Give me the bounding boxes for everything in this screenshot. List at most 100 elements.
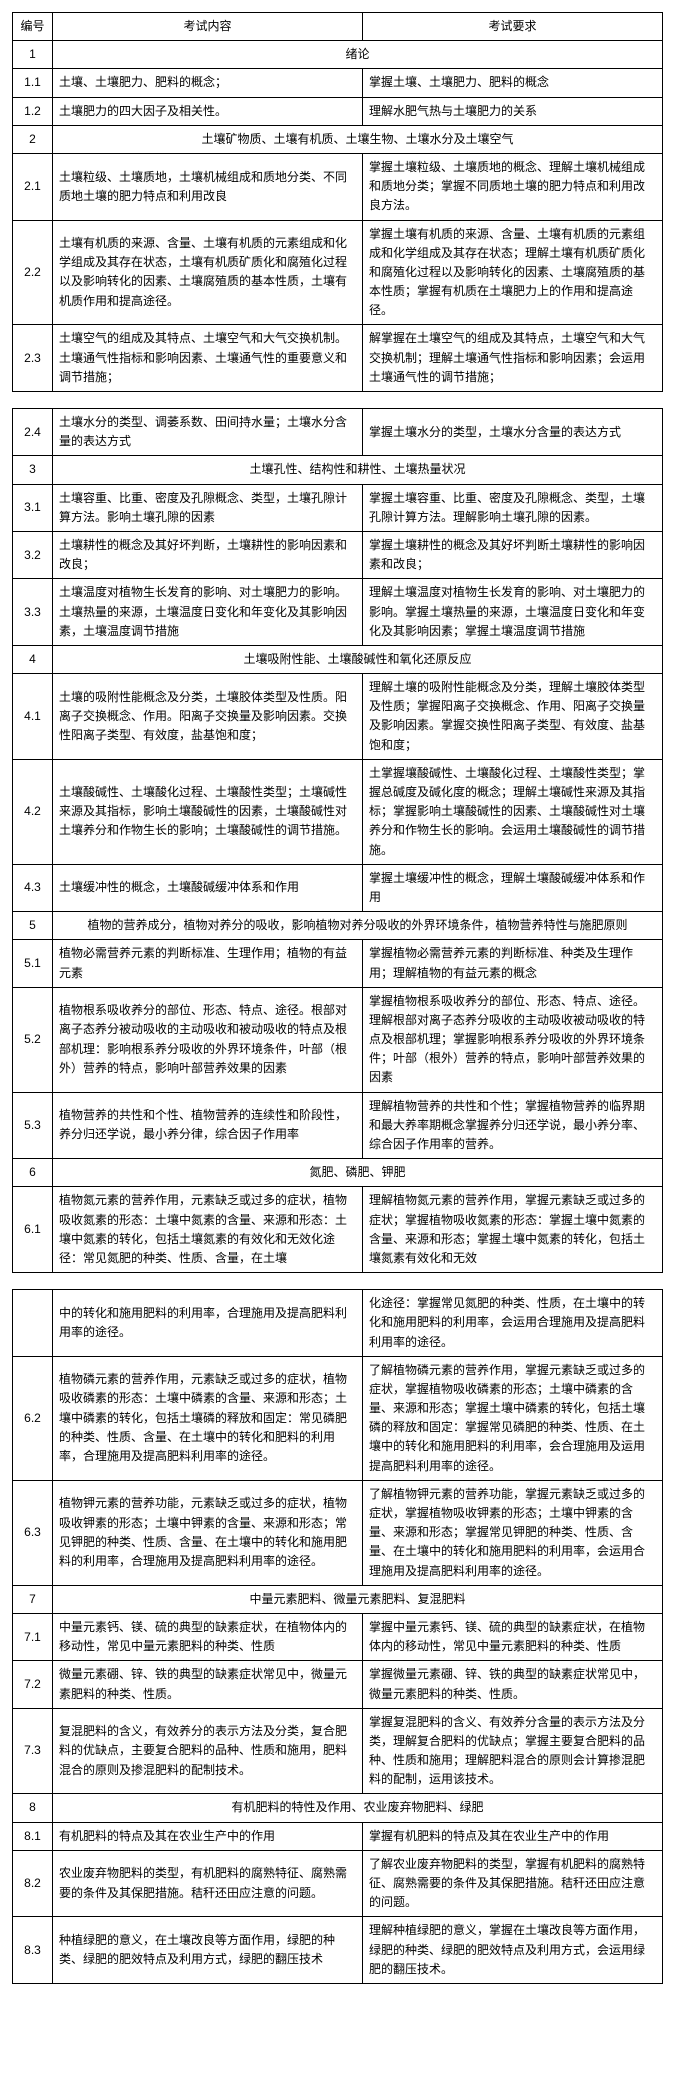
table-row: 1绪论 — [13, 41, 663, 69]
table-row: 4.1土壤的吸附性能概念及分类，土壤胶体类型及性质。阳离子交换概念、作用。阳离子… — [13, 674, 663, 760]
table-row: 1.2土壤肥力的四大因子及相关性。理解水肥气热与土壤肥力的关系 — [13, 97, 663, 125]
cell-content: 土壤水分的类型、调萎系数、田间持水量；土壤水分含量的表达方式 — [53, 409, 363, 456]
cell-no: 3 — [13, 456, 53, 484]
cell-section: 氮肥、磷肥、钾肥 — [53, 1159, 663, 1187]
cell-content: 植物磷元素的营养作用，元素缺乏或过多的症状，植物吸收磷素的形态：土壤中磷素的含量… — [53, 1356, 363, 1480]
cell-req: 掌握土壤耕性的概念及其好坏判断土壤耕性的影响因素和改良； — [363, 531, 663, 578]
cell-content: 微量元素硼、锌、铁的典型的缺素症状常见中，微量元素肥料的种类、性质。 — [53, 1661, 363, 1708]
cell-no: 1 — [13, 41, 53, 69]
table-row: 6.1植物氮元素的营养作用，元素缺乏或过多的症状，植物吸收氮素的形态：土壤中氮素… — [13, 1187, 663, 1273]
cell-no: 2.3 — [13, 325, 53, 392]
cell-content: 植物钾元素的营养功能，元素缺乏或过多的症状，植物吸收钾素的形态；土壤中钾素的含量… — [53, 1480, 363, 1585]
cell-section: 中量元素肥料、微量元素肥料、复混肥料 — [53, 1585, 663, 1613]
cell-no: 6.1 — [13, 1187, 53, 1273]
cell-no: 8.2 — [13, 1850, 53, 1917]
cell-req: 了解植物钾元素的营养功能，掌握元素缺乏或过多的症状，掌握植物吸收钾素的形态；土壤… — [363, 1480, 663, 1585]
table-row: 5植物的营养成分，植物对养分的吸收，影响植物对养分吸收的外界环境条件，植物营养特… — [13, 912, 663, 940]
cell-content: 土壤耕性的概念及其好坏判断，土壤耕性的影响因素和改良； — [53, 531, 363, 578]
table-row: 2.4土壤水分的类型、调萎系数、田间持水量；土壤水分含量的表达方式掌握土壤水分的… — [13, 409, 663, 456]
cell-no: 2.4 — [13, 409, 53, 456]
cell-req: 掌握土壤容重、比重、密度及孔隙概念、类型，土壤孔隙计算方法。理解影响土壤孔隙的因… — [363, 484, 663, 531]
table-row: 4土壤吸附性能、土壤酸碱性和氧化还原反应 — [13, 645, 663, 673]
cell-content: 植物必需营养元素的判断标准、生理作用；植物的有益元素 — [53, 940, 363, 987]
cell-req: 掌握植物根系吸收养分的部位、形态、特点、途径。理解根部对离子态养分吸收的主动吸收… — [363, 987, 663, 1092]
cell-no: 7.1 — [13, 1613, 53, 1660]
table-row: 5.2植物根系吸收养分的部位、形态、特点、途径。根部对离子态养分被动吸收的主动吸… — [13, 987, 663, 1092]
cell-req: 理解土壤的吸附性能概念及分类，理解土壤胶体类型及性质；掌握阳离子交换概念、作用、… — [363, 674, 663, 760]
cell-content: 土壤空气的组成及其特点、土壤空气和大气交换机制。土壤通气性指标和影响因素、土壤通… — [53, 325, 363, 392]
table-row: 2.1土壤粒级、土壤质地，土壤机械组成和质地分类、不同质地土壤的肥力特点和利用改… — [13, 153, 663, 220]
table-row: 4.2土壤酸碱性、土壤酸化过程、土壤酸性类型；土壤碱性来源及其指标，影响土壤酸碱… — [13, 759, 663, 864]
table-row: 2.3土壤空气的组成及其特点、土壤空气和大气交换机制。土壤通气性指标和影响因素、… — [13, 325, 663, 392]
table-row: 6.3植物钾元素的营养功能，元素缺乏或过多的症状，植物吸收钾素的形态；土壤中钾素… — [13, 1480, 663, 1585]
cell-no: 6 — [13, 1159, 53, 1187]
cell-content: 种植绿肥的意义，在土壤改良等方面作用，绿肥的种类、绿肥的肥效特点及利用方式，绿肥… — [53, 1917, 363, 1984]
cell-no: 6.2 — [13, 1356, 53, 1480]
syllabus-table-1: 编号 考试内容 考试要求 1绪论1.1土壤、土壤肥力、肥料的概念；掌握土壤、土壤… — [12, 12, 663, 392]
cell-req: 掌握土壤水分的类型，土壤水分含量的表达方式 — [363, 409, 663, 456]
cell-req: 了解植物磷元素的营养作用，掌握元素缺乏或过多的症状，掌握植物吸收磷素的形态；土壤… — [363, 1356, 663, 1480]
cell-req: 理解土壤温度对植物生长发育的影响、对土壤肥力的影响。掌握土壤热量的来源，土壤温度… — [363, 579, 663, 646]
cell-no: 3.3 — [13, 579, 53, 646]
cell-section: 土壤矿物质、土壤有机质、土壤生物、土壤水分及土壤空气 — [53, 125, 663, 153]
cell-no: 8.3 — [13, 1917, 53, 1984]
table-row: 4.3土壤缓冲性的概念，土壤酸碱缓冲体系和作用掌握土壤缓冲性的概念，理解土壤酸碱… — [13, 864, 663, 911]
hdr-content: 考试内容 — [53, 13, 363, 41]
cell-req: 理解种植绿肥的意义，掌握在土壤改良等方面作用，绿肥的种类、绿肥的肥效特点及利用方… — [363, 1917, 663, 1984]
cell-no: 6.3 — [13, 1480, 53, 1585]
hdr-req: 考试要求 — [363, 13, 663, 41]
cell-no: 7.2 — [13, 1661, 53, 1708]
cell-content: 植物营养的共性和个性、植物营养的连续性和阶段性，养分归还学说，最小养分律，综合因… — [53, 1092, 363, 1159]
table-row: 2土壤矿物质、土壤有机质、土壤生物、土壤水分及土壤空气 — [13, 125, 663, 153]
syllabus-table-2: 2.4土壤水分的类型、调萎系数、田间持水量；土壤水分含量的表达方式掌握土壤水分的… — [12, 408, 663, 1273]
cell-no — [13, 1290, 53, 1357]
cell-no: 3.1 — [13, 484, 53, 531]
cell-no: 7 — [13, 1585, 53, 1613]
table-row: 1.1土壤、土壤肥力、肥料的概念；掌握土壤、土壤肥力、肥料的概念 — [13, 69, 663, 97]
table-row: 7.2微量元素硼、锌、铁的典型的缺素症状常见中，微量元素肥料的种类、性质。掌握微… — [13, 1661, 663, 1708]
table-row: 7.1中量元素钙、镁、硫的典型的缺素症状，在植物体内的移动性，常见中量元素肥料的… — [13, 1613, 663, 1660]
table-row: 7.3复混肥料的含义，有效养分的表示方法及分类，复合肥料的优缺点，主要复合肥料的… — [13, 1708, 663, 1794]
cell-content: 复混肥料的含义，有效养分的表示方法及分类，复合肥料的优缺点，主要复合肥料的品种、… — [53, 1708, 363, 1794]
cell-req: 掌握有机肥料的特点及其在农业生产中的作用 — [363, 1822, 663, 1850]
table-row: 3.1土壤容重、比重、密度及孔隙概念、类型，土壤孔隙计算方法。影响土壤孔隙的因素… — [13, 484, 663, 531]
table-row: 3.2土壤耕性的概念及其好坏判断，土壤耕性的影响因素和改良；掌握土壤耕性的概念及… — [13, 531, 663, 578]
cell-req: 理解植物氮元素的营养作用，掌握元素缺乏或过多的症状；掌握植物吸收氮素的形态：掌握… — [363, 1187, 663, 1273]
cell-content: 土壤有机质的来源、含量、土壤有机质的元素组成和化学组成及其存在状态，土壤有机质矿… — [53, 220, 363, 325]
cell-content: 土壤的吸附性能概念及分类，土壤胶体类型及性质。阳离子交换概念、作用。阳离子交换量… — [53, 674, 363, 760]
cell-req: 掌握中量元素钙、镁、硫的典型的缺素症状，在植物体内的移动性，常见中量元素肥料的种… — [363, 1613, 663, 1660]
cell-no: 3.2 — [13, 531, 53, 578]
cell-content: 土壤肥力的四大因子及相关性。 — [53, 97, 363, 125]
cell-content: 中量元素钙、镁、硫的典型的缺素症状，在植物体内的移动性，常见中量元素肥料的种类、… — [53, 1613, 363, 1660]
cell-no: 7.3 — [13, 1708, 53, 1794]
cell-no: 2 — [13, 125, 53, 153]
cell-req: 掌握土壤缓冲性的概念，理解土壤酸碱缓冲体系和作用 — [363, 864, 663, 911]
table-row: 6.2植物磷元素的营养作用，元素缺乏或过多的症状，植物吸收磷素的形态：土壤中磷素… — [13, 1356, 663, 1480]
cell-req: 理解植物营养的共性和个性；掌握植物营养的临界期和最大养率期概念掌握养分归还学说，… — [363, 1092, 663, 1159]
cell-no: 5.1 — [13, 940, 53, 987]
cell-no: 5.2 — [13, 987, 53, 1092]
table-row: 5.3植物营养的共性和个性、植物营养的连续性和阶段性，养分归还学说，最小养分律，… — [13, 1092, 663, 1159]
table-row: 中的转化和施用肥料的利用率，合理施用及提高肥料利用率的途径。化途径：掌握常见氮肥… — [13, 1290, 663, 1357]
table-row: 8.3种植绿肥的意义，在土壤改良等方面作用，绿肥的种类、绿肥的肥效特点及利用方式… — [13, 1917, 663, 1984]
cell-req: 化途径：掌握常见氮肥的种类、性质，在土壤中的转化和施用肥料的利用率，会运用合理施… — [363, 1290, 663, 1357]
cell-no: 2.1 — [13, 153, 53, 220]
cell-content: 农业废弃物肥料的类型，有机肥料的腐熟特征、腐熟需要的条件及其保肥措施。秸秆还田应… — [53, 1850, 363, 1917]
cell-req: 解掌握在土壤空气的组成及其特点，土壤空气和大气交换机制；理解土壤通气性指标和影响… — [363, 325, 663, 392]
cell-content: 有机肥料的特点及其在农业生产中的作用 — [53, 1822, 363, 1850]
cell-no: 2.2 — [13, 220, 53, 325]
table-row: 8.1有机肥料的特点及其在农业生产中的作用掌握有机肥料的特点及其在农业生产中的作… — [13, 1822, 663, 1850]
cell-section: 土壤吸附性能、土壤酸碱性和氧化还原反应 — [53, 645, 663, 673]
cell-section: 绪论 — [53, 41, 663, 69]
cell-no: 1.1 — [13, 69, 53, 97]
cell-no: 4.2 — [13, 759, 53, 864]
table-row: 2.2土壤有机质的来源、含量、土壤有机质的元素组成和化学组成及其存在状态，土壤有… — [13, 220, 663, 325]
cell-req: 了解农业废弃物肥料的类型，掌握有机肥料的腐熟特征、腐熟需要的条件及其保肥措施。秸… — [363, 1850, 663, 1917]
cell-section: 有机肥料的特性及作用、农业废弃物肥料、绿肥 — [53, 1794, 663, 1822]
cell-req: 掌握植物必需营养元素的判断标准、种类及生理作用；理解植物的有益元素的概念 — [363, 940, 663, 987]
cell-no: 4 — [13, 645, 53, 673]
cell-content: 土壤缓冲性的概念，土壤酸碱缓冲体系和作用 — [53, 864, 363, 911]
table-row: 5.1植物必需营养元素的判断标准、生理作用；植物的有益元素掌握植物必需营养元素的… — [13, 940, 663, 987]
table-row: 7中量元素肥料、微量元素肥料、复混肥料 — [13, 1585, 663, 1613]
cell-no: 8.1 — [13, 1822, 53, 1850]
